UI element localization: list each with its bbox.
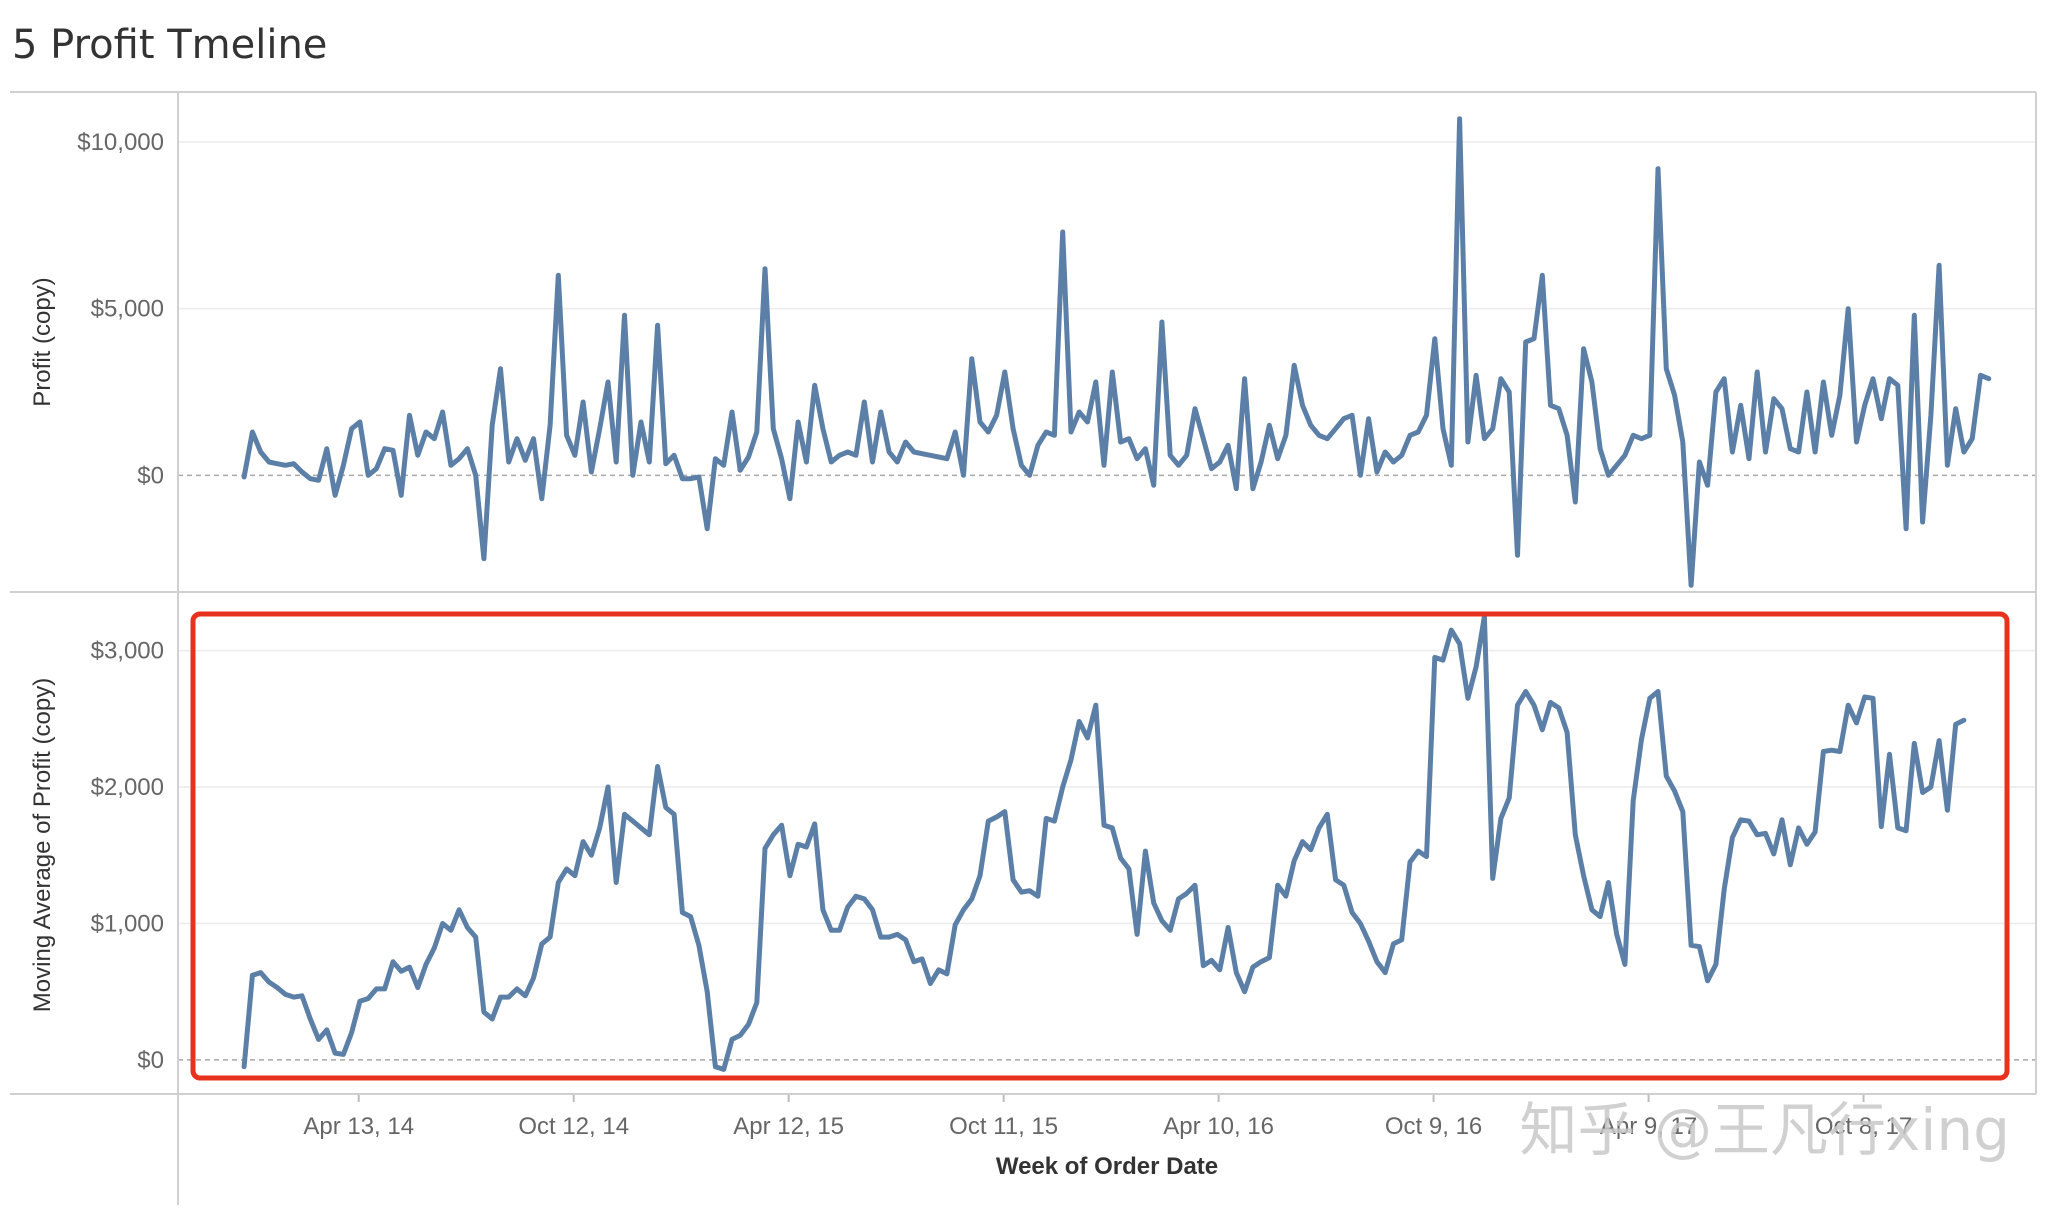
- y-axis-title: Profit (copy): [29, 277, 56, 406]
- y-tick-label: $0: [137, 462, 164, 489]
- x-axis-title: Week of Order Date: [996, 1153, 1218, 1180]
- watermark: 知乎 @王凡行xing: [1520, 1096, 2010, 1164]
- x-tick-label: Apr 12, 15: [733, 1113, 844, 1140]
- y-axis-title: Moving Average of Profit (copy): [29, 678, 56, 1012]
- y-tick-label: $0: [137, 1047, 164, 1074]
- profit-pane: $0 $5,000 $10,000 Profit (copy): [29, 116, 2036, 588]
- y-tick-label: $10,000: [77, 129, 164, 156]
- x-tick-label: Apr 13, 14: [303, 1113, 414, 1140]
- y-tick-label: $3,000: [91, 638, 164, 665]
- series-line: [241, 116, 1992, 588]
- x-tick-label: Apr 10, 16: [1163, 1113, 1274, 1140]
- x-tick-label: Oct 11, 15: [949, 1113, 1058, 1140]
- x-axis: Apr 13, 14 Oct 12, 14 Apr 12, 15 Oct 11, 15…: [303, 1094, 1912, 1180]
- series-line: [241, 614, 1967, 1072]
- x-tick-label: Oct 12, 14: [518, 1113, 629, 1140]
- moving-average-pane: $0 $1,000 $2,000 $3,000 Moving Average of Pr…: [29, 611, 2036, 1081]
- x-tick-label: Oct 9, 16: [1385, 1113, 1482, 1140]
- y-tick-label: $2,000: [91, 774, 164, 801]
- x-tick-label: Apr 9, 17: [1600, 1113, 1697, 1140]
- highlight-box: [190, 611, 2010, 1081]
- y-tick-label: $1,000: [91, 910, 164, 937]
- y-tick-label: $5,000: [91, 296, 164, 323]
- page-title: 5 Profit Tmeline: [12, 22, 327, 68]
- x-tick-label: Oct 8, 17: [1815, 1113, 1912, 1140]
